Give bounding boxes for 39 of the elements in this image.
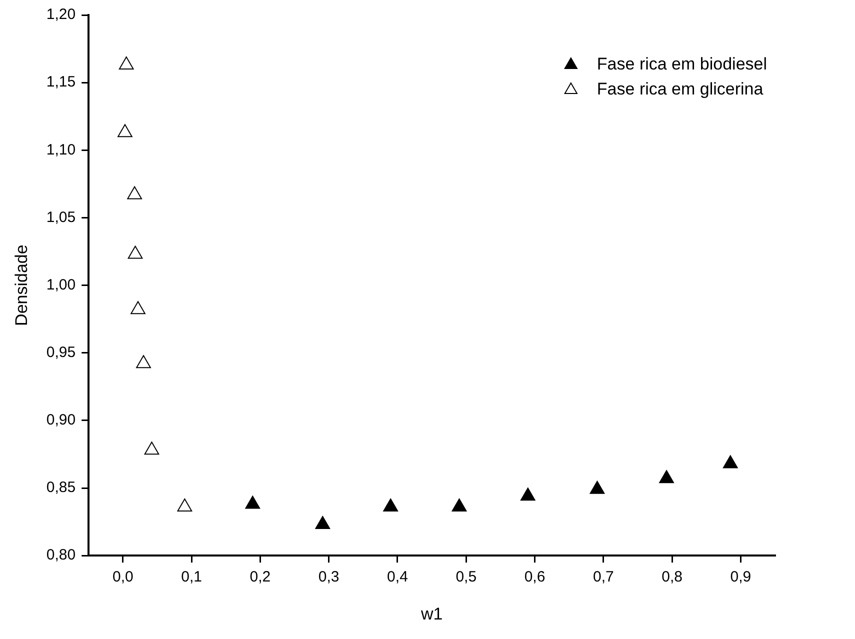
point [590, 480, 605, 494]
x-tick-label: 0,1 [181, 568, 202, 586]
x-axis-title: w1 [420, 604, 443, 624]
y-tick-label: 1,00 [46, 276, 76, 294]
point [118, 124, 132, 138]
point [128, 246, 143, 259]
point [315, 516, 330, 530]
point [245, 496, 260, 509]
x-tick-label: 0,6 [524, 568, 546, 586]
point [130, 301, 146, 314]
y-tick-label: 0,90 [46, 412, 76, 429]
legend-label: Fase rica em biodiesel [596, 54, 768, 74]
point [383, 498, 398, 512]
x-tick-label: 0,3 [318, 568, 340, 586]
x-tick-label: 0,8 [662, 568, 682, 586]
point [520, 488, 536, 501]
point [452, 498, 467, 512]
legend-label: Fase rica em glicerina [596, 80, 764, 99]
x-tick-label: 0,4 [387, 568, 408, 586]
point [659, 470, 674, 484]
x-tick-label: 0,0 [112, 568, 134, 586]
point [136, 355, 151, 368]
x-tick-label: 0,9 [730, 568, 752, 586]
x-tick-label: 0,5 [456, 568, 477, 586]
y-tick-label: 0,80 [46, 546, 76, 564]
y-axis-title: Densidade [12, 244, 31, 326]
point [118, 56, 134, 70]
y-tick-label: 0,85 [46, 479, 76, 496]
y-tick-label: 1,20 [46, 6, 76, 24]
point [722, 455, 738, 468]
y-tick-label: 0,95 [46, 344, 76, 362]
point [127, 186, 142, 200]
x-tick-label: 0,7 [592, 568, 614, 586]
x-tick-label: 0,2 [250, 568, 271, 586]
y-tick-label: 1,15 [46, 74, 76, 91]
point [177, 498, 192, 512]
y-tick-label: 1,10 [46, 141, 76, 158]
point [144, 442, 160, 455]
y-tick-label: 1,05 [46, 208, 76, 226]
